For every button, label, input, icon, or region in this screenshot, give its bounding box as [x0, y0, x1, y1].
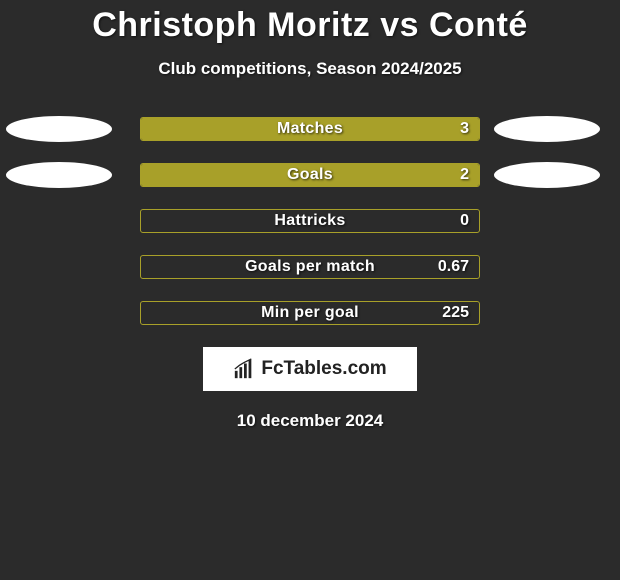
stat-value: 3 — [460, 118, 469, 140]
stat-row: Matches3 — [0, 117, 620, 141]
comparison-card: Christoph Moritz vs Conté Club competiti… — [0, 0, 620, 431]
stat-row: Hattricks0 — [0, 209, 620, 233]
stat-row: Min per goal225 — [0, 301, 620, 325]
stat-bar: Matches3 — [140, 117, 480, 141]
stat-label: Min per goal — [141, 302, 479, 324]
stat-row: Goals2 — [0, 163, 620, 187]
date-label: 10 december 2024 — [237, 411, 384, 431]
stat-value: 0 — [460, 210, 469, 232]
stat-value: 2 — [460, 164, 469, 186]
stat-label: Hattricks — [141, 210, 479, 232]
player-left-marker — [6, 116, 112, 142]
stat-bar: Goals per match0.67 — [140, 255, 480, 279]
brand-name: FcTables.com — [261, 358, 386, 380]
stat-bar: Goals2 — [140, 163, 480, 187]
player-right-marker — [494, 162, 600, 188]
stat-value: 0.67 — [438, 256, 469, 278]
stat-bar: Hattricks0 — [140, 209, 480, 233]
stat-value: 225 — [442, 302, 469, 324]
stat-label: Matches — [141, 118, 479, 140]
player-right-marker — [494, 116, 600, 142]
stat-bar: Min per goal225 — [140, 301, 480, 325]
page-title: Christoph Moritz vs Conté — [92, 6, 528, 45]
stat-label: Goals per match — [141, 256, 479, 278]
subtitle: Club competitions, Season 2024/2025 — [158, 59, 461, 79]
stat-row: Goals per match0.67 — [0, 255, 620, 279]
chart-icon — [233, 358, 255, 380]
player-left-marker — [6, 162, 112, 188]
stats-list: Matches3Goals2Hattricks0Goals per match0… — [0, 117, 620, 325]
brand-logo[interactable]: FcTables.com — [203, 347, 417, 391]
stat-label: Goals — [141, 164, 479, 186]
